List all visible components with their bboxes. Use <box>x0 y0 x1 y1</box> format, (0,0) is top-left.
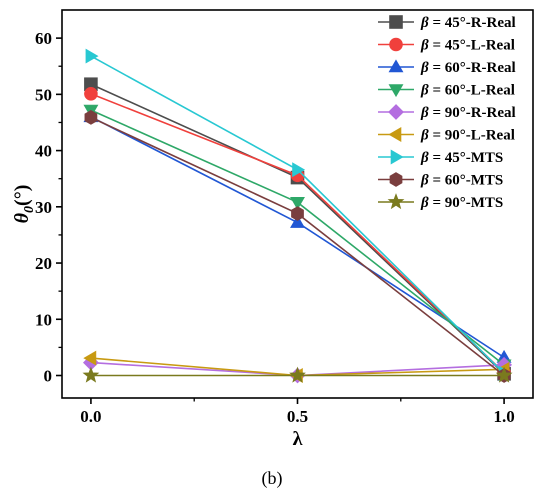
legend-item: β = 90°-L-Real <box>378 127 515 144</box>
legend-marker <box>389 37 403 52</box>
legend-label-text: = 90°-MTS <box>429 195 504 211</box>
legend-marker <box>389 15 403 29</box>
legend-item: β = 60°-L-Real <box>378 83 515 99</box>
series-1 <box>84 77 511 381</box>
legend-label-symbol: β <box>420 195 429 211</box>
legend-label-text: = 45°-L-Real <box>429 38 515 54</box>
x-tick-label: 0.0 <box>80 407 101 426</box>
y-axis-title-symbol: θ <box>11 212 33 223</box>
legend-label-symbol: β <box>420 150 429 166</box>
legend-label-symbol: β <box>420 38 429 54</box>
legend-marker <box>388 127 402 142</box>
legend-label: β = 60°-R-Real <box>420 60 516 76</box>
legend-marker <box>390 149 404 165</box>
data-point <box>291 206 304 221</box>
legend-label-text: = 45°-MTS <box>429 150 504 166</box>
legend-label: β = 60°-MTS <box>420 173 503 189</box>
legend-label: β = 90°-L-Real <box>420 128 515 144</box>
y-tick-label: 30 <box>35 198 52 217</box>
series-4 <box>83 104 512 373</box>
legend-label: β = 60°-L-Real <box>420 83 515 99</box>
data-point <box>290 197 305 210</box>
legend-marker <box>388 84 404 98</box>
data-point <box>290 214 305 228</box>
data-point <box>84 110 98 125</box>
y-tick-label: 40 <box>35 142 52 161</box>
legend-item: β = 60°-MTS <box>378 172 503 189</box>
legend-label-symbol: β <box>420 105 429 121</box>
legend-label-text: = 90°-L-Real <box>429 128 515 144</box>
y-axis-title-subscript: 0 <box>22 206 37 213</box>
data-point <box>85 48 99 64</box>
legend-marker <box>389 172 403 187</box>
legend-item: β = 45°-R-Real <box>378 15 516 31</box>
legend-label-text: = 45°-R-Real <box>429 15 516 31</box>
y-axis-title: θ0(°) <box>11 185 37 224</box>
data-point <box>289 366 306 383</box>
data-point <box>292 162 306 178</box>
legend-label: β = 90°-R-Real <box>420 105 516 121</box>
y-tick-label: 20 <box>35 254 52 273</box>
legend-label-symbol: β <box>420 128 429 144</box>
legend-item: β = 90°-MTS <box>378 193 503 211</box>
legend-item: β = 60°-R-Real <box>378 59 516 76</box>
figure-caption: (b) <box>262 468 283 489</box>
legend-item: β = 45°-L-Real <box>378 38 515 54</box>
legend-label-symbol: β <box>420 173 429 189</box>
data-point <box>495 366 513 383</box>
legend-item: β = 90°-R-Real <box>378 104 516 121</box>
legend-marker <box>387 193 405 210</box>
series-3 <box>83 109 512 363</box>
data-point <box>82 366 100 383</box>
x-axis-title: λ <box>293 428 303 450</box>
y-tick-label: 0 <box>44 367 53 386</box>
y-axis-title-unit: (°) <box>11 185 33 206</box>
legend-label: β = 45°-L-Real <box>420 38 515 54</box>
series-9 <box>82 366 513 383</box>
legend-label-symbol: β <box>420 83 429 99</box>
legend-label-symbol: β <box>420 15 429 31</box>
legend-label-text: = 90°-R-Real <box>429 105 516 121</box>
legend-marker <box>388 59 404 73</box>
legend-item: β = 45°-MTS <box>378 149 503 166</box>
y-tick-label: 50 <box>35 85 52 104</box>
legend-label-text: = 60°-MTS <box>429 173 504 189</box>
legend-label: β = 45°-R-Real <box>420 15 516 31</box>
legend-label: β = 90°-MTS <box>420 195 503 211</box>
legend-marker <box>388 104 404 120</box>
y-tick-label: 60 <box>35 29 52 48</box>
y-tick-label: 10 <box>35 310 52 329</box>
legend-label-text: = 60°-L-Real <box>429 83 515 99</box>
legend-label-symbol: β <box>420 60 429 76</box>
legend-label: β = 45°-MTS <box>420 150 503 166</box>
x-tick-label: 0.5 <box>287 407 308 426</box>
svg-text:θ0(°): θ0(°) <box>11 185 37 224</box>
x-tick-label: 1.0 <box>493 407 514 426</box>
data-point <box>84 86 98 101</box>
data-point <box>83 350 97 366</box>
legend-label-text: = 60°-R-Real <box>429 60 516 76</box>
